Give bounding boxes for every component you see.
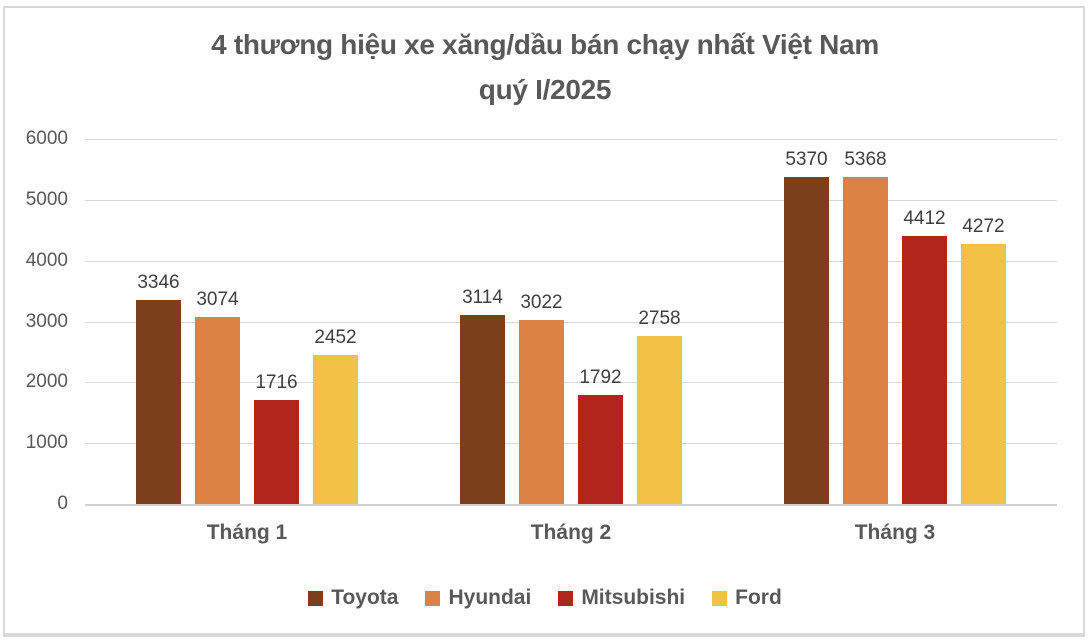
legend-swatch-icon [308, 590, 324, 606]
y-tick-label: 4000 [25, 249, 68, 271]
bar-mitsubishi: 1716 [254, 372, 299, 504]
bar-toyota: 3114 [460, 287, 505, 504]
bar-value-label: 4412 [903, 207, 946, 229]
x-axis: Tháng 1 Tháng 2 Tháng 3 [0, 521, 1090, 553]
legend-swatch-icon [558, 590, 574, 606]
bar-value-label: 3074 [196, 289, 239, 310]
gridline [85, 443, 1057, 445]
bar-toyota: 3346 [136, 272, 181, 504]
y-tick-label: 5000 [25, 188, 68, 210]
x-category-label: Tháng 2 [530, 521, 612, 544]
x-category-label: Tháng 3 [854, 521, 936, 544]
bar-value-label: 1716 [255, 371, 298, 393]
bar-hyundai: 3022 [519, 292, 564, 504]
bar-ford: 4272 [961, 216, 1006, 504]
bar-value-label: 5370 [785, 149, 828, 171]
legend-label: Ford [735, 586, 782, 609]
legend-label: Mitsubishi [581, 586, 686, 609]
bar-group: 3346 3074 1716 2452 [85, 139, 409, 504]
y-tick-label: 3000 [25, 310, 68, 332]
legend-item-hyundai: Hyundai [425, 586, 531, 610]
bar-value-label: 3022 [520, 292, 563, 314]
bar-value-label: 3346 [137, 272, 180, 294]
gridline [85, 260, 1057, 262]
bar-hyundai: 3074 [195, 289, 240, 504]
y-tick-label: 2000 [25, 371, 68, 393]
legend-swatch-icon [425, 590, 441, 606]
gridline [85, 199, 1057, 201]
bar-mitsubishi: 1792 [578, 367, 623, 504]
legend-label: Toyota [331, 586, 399, 609]
gridline [85, 139, 1057, 140]
legend-item-mitsubishi: Mitsubishi [558, 586, 685, 610]
bar-group: 3114 3022 1792 2758 [409, 139, 733, 504]
chart-title-line1: 4 thương hiệu xe xăng/dầu bán chạy nhất … [211, 29, 879, 60]
bar-value-label: 2758 [638, 308, 681, 330]
x-category-label: Tháng 1 [206, 521, 288, 544]
legend-swatch-icon [712, 590, 728, 606]
bar-mitsubishi: 4412 [902, 208, 947, 504]
bar-ford: 2452 [313, 327, 358, 504]
y-axis: 0 1000 2000 3000 4000 5000 6000 [0, 0, 68, 641]
gridline [85, 382, 1057, 384]
bar-ford: 2758 [637, 308, 682, 504]
bar-value-label: 4272 [962, 216, 1005, 238]
chart-title: 4 thương hiệu xe xăng/dầu bán chạy nhất … [0, 22, 1090, 112]
y-tick-label: 1000 [25, 432, 68, 454]
plot-area: 3346 3074 1716 2452 3114 3022 1792 2758 5370 5368… [85, 139, 1057, 506]
chart-title-line2: quý I/2025 [478, 74, 612, 105]
bar-value-label: 5368 [844, 149, 887, 171]
legend: Toyota Hyundai Mitsubishi Ford [0, 586, 1090, 610]
legend-item-toyota: Toyota [308, 586, 398, 610]
y-tick-label: 0 [57, 493, 68, 514]
legend-label: Hyundai [448, 586, 532, 609]
y-tick-label: 6000 [25, 128, 68, 149]
bar-toyota: 5370 [784, 149, 829, 504]
legend-item-ford: Ford [712, 586, 782, 610]
bar-value-label: 2452 [314, 326, 357, 348]
bar-value-label: 3114 [462, 286, 503, 308]
x-axis-line [85, 504, 1057, 506]
bar-value-label: 1792 [579, 367, 622, 388]
gridline [85, 321, 1057, 323]
bar-hyundai: 5368 [843, 149, 888, 504]
bar-group: 5370 5368 4412 4272 [733, 139, 1057, 504]
